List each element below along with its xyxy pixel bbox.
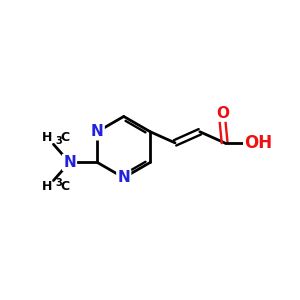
- Text: 3: 3: [56, 178, 63, 188]
- Text: C: C: [60, 180, 69, 194]
- Text: 3: 3: [56, 136, 63, 146]
- Text: C: C: [60, 131, 69, 144]
- Text: N: N: [91, 124, 103, 139]
- Text: H: H: [42, 131, 52, 144]
- Text: N: N: [63, 155, 76, 170]
- Text: N: N: [117, 170, 130, 185]
- Text: H: H: [42, 180, 52, 194]
- Text: O: O: [216, 106, 229, 121]
- Text: OH: OH: [244, 134, 272, 152]
